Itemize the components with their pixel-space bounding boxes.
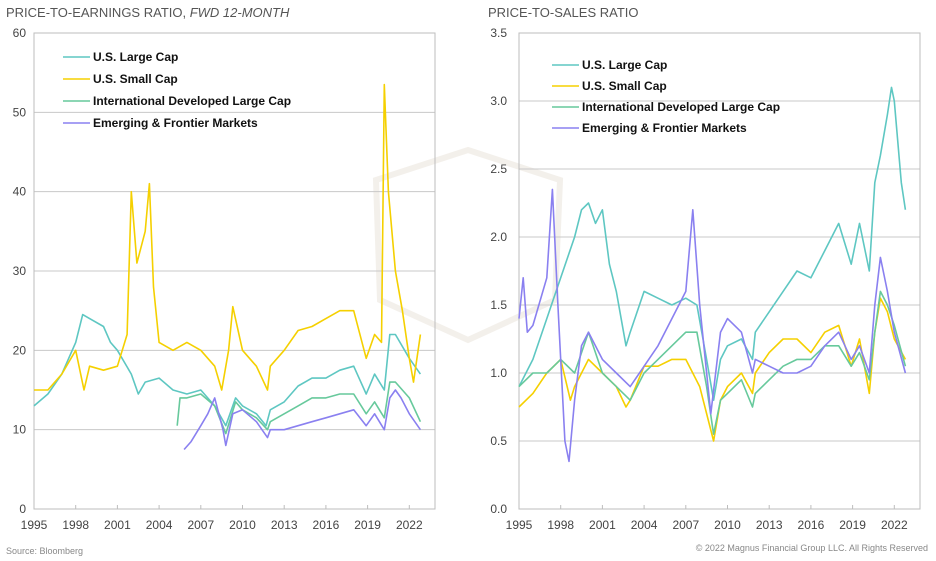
ps-y-tick-label: 3.5: [490, 26, 507, 40]
ps-y-tick-label: 3.0: [490, 94, 507, 108]
pe-x-tick-label: 2022: [396, 518, 423, 532]
pe-chart-title: PRICE-TO-EARNINGS RATIO, FWD 12-MONTH: [6, 5, 290, 20]
pe-y-tick-label: 0: [19, 502, 26, 516]
ps-legend-label: International Developed Large Cap: [582, 100, 780, 114]
pe-legend-label: U.S. Small Cap: [93, 72, 178, 86]
ps-chart-title: PRICE-TO-SALES RATIO: [488, 5, 639, 20]
pe-chart-title-main: PRICE-TO-EARNINGS RATIO,: [6, 5, 190, 20]
pe-legend-label: International Developed Large Cap: [93, 94, 291, 108]
pe-x-tick-label: 2010: [229, 518, 256, 532]
ps-x-tick-label: 2013: [756, 518, 783, 532]
pe-x-tick-label: 2016: [313, 518, 340, 532]
pe-x-tick-label: 2013: [271, 518, 298, 532]
ps-y-tick-label: 1.0: [490, 366, 507, 380]
ps-y-tick-label: 1.5: [490, 298, 507, 312]
pe-x-tick-label: 2007: [187, 518, 214, 532]
ps-x-tick-label: 2001: [589, 518, 616, 532]
watermark-shield-shape: [372, 146, 564, 344]
pe-y-tick-label: 50: [13, 105, 27, 119]
ps-y-tick-label: 0.5: [490, 434, 507, 448]
pe-chart-title-italic: FWD 12-MONTH: [190, 5, 290, 20]
pe-y-tick-label: 20: [13, 343, 27, 357]
ps-x-tick-label: 1998: [547, 518, 574, 532]
ps-y-tick-label: 2.5: [490, 162, 507, 176]
ps-y-tick-label: 2.0: [490, 230, 507, 244]
pe-x-tick-label: 2001: [104, 518, 131, 532]
ps-x-tick-label: 2010: [714, 518, 741, 532]
pe-chart: 0 10 20 30 40 50 60 1995 1998 2001 2004 2007 2010 201…: [13, 26, 436, 532]
ps-y-tick-label: 0.0: [490, 502, 507, 516]
pe-x-tick-label: 1998: [62, 518, 89, 532]
pe-series-us_small_cap: [34, 83, 422, 391]
pe-y-tick-label: 10: [13, 423, 27, 437]
ps-series-us_large_cap: [518, 86, 907, 401]
ps-legend-label: U.S. Large Cap: [582, 58, 667, 72]
ps-x-tick-label: 2004: [631, 518, 658, 532]
ps-x-tick-label: 2007: [672, 518, 699, 532]
pe-y-tick-label: 40: [13, 185, 27, 199]
pe-x-tick-label: 1995: [21, 518, 48, 532]
pe-legend-label: U.S. Large Cap: [93, 50, 178, 64]
source-note: Source: Bloomberg: [6, 546, 83, 556]
pe-series-us_large_cap: [33, 313, 422, 427]
ps-series-em: [518, 188, 907, 463]
pe-x-tick-label: 2019: [354, 518, 381, 532]
ps-x-tick-label: 2019: [839, 518, 866, 532]
pe-y-tick-label: 60: [13, 26, 27, 40]
ps-series-intl_dev: [518, 290, 907, 435]
pe-y-tick-label: 30: [13, 264, 27, 278]
pe-legend-label: Emerging & Frontier Markets: [93, 116, 258, 130]
ps-legend-label: U.S. Small Cap: [582, 79, 667, 93]
ps-x-tick-label: 2022: [881, 518, 908, 532]
ps-chart: 0.0 0.5 1.0 1.5 2.0 2.5 3.0 3.5 1995 1998 2001 2004…: [490, 26, 921, 532]
copyright-note: © 2022 Magnus Financial Group LLC. All R…: [696, 543, 928, 553]
pe-plot-frame: [33, 32, 436, 510]
ps-legend-label: Emerging & Frontier Markets: [582, 121, 747, 135]
ps-x-tick-label: 1995: [506, 518, 533, 532]
ps-plot-frame: [518, 32, 921, 510]
pe-x-tick-label: 2004: [146, 518, 173, 532]
watermark-logo: [372, 146, 564, 344]
pe-series-em: [183, 389, 422, 451]
ps-x-tick-label: 2016: [798, 518, 825, 532]
